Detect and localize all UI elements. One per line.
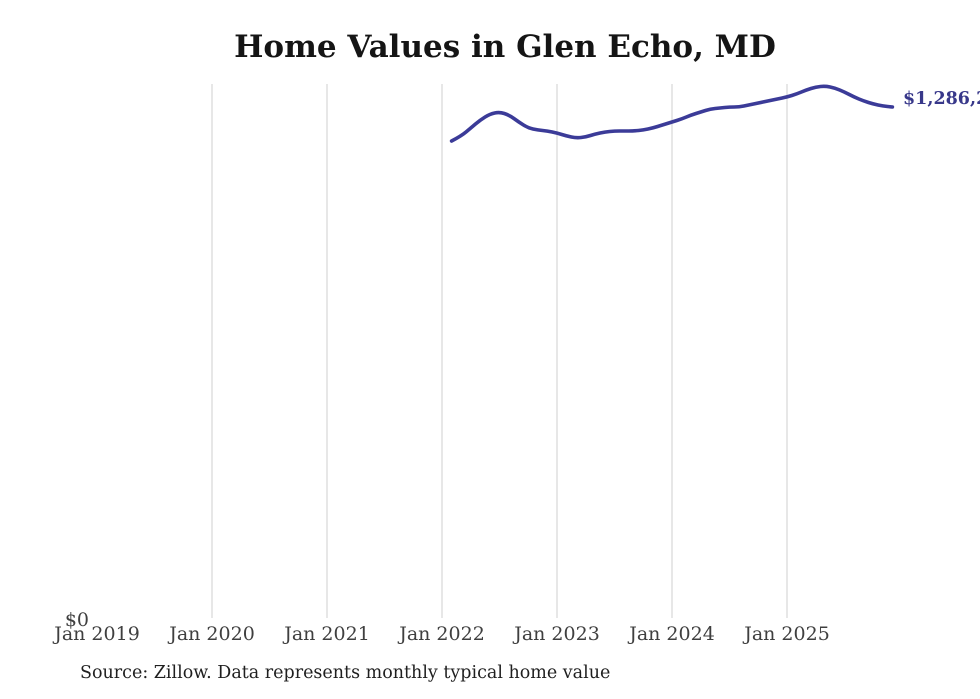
source-note: Source: Zillow. Data represents monthly … [80,663,611,683]
x-axis-tick-2023: Jan 2023 [514,623,600,645]
x-axis-tick-2020: Jan 2020 [169,623,255,645]
y-axis-zero-label: $0 [64,609,89,631]
x-axis-tick-2024: Jan 2024 [629,623,715,645]
x-axis-tick-2022: Jan 2022 [399,623,485,645]
latest-value-label: $1,286,2 [903,89,980,109]
chart-title: Home Values in Glen Echo, MD [234,29,776,65]
x-axis-tick-2025: Jan 2025 [744,623,830,645]
home-value-series-line [449,84,895,143]
x-axis-tick-2019: Jan 2019 [54,623,140,645]
x-axis-tick-2021: Jan 2021 [284,623,370,645]
